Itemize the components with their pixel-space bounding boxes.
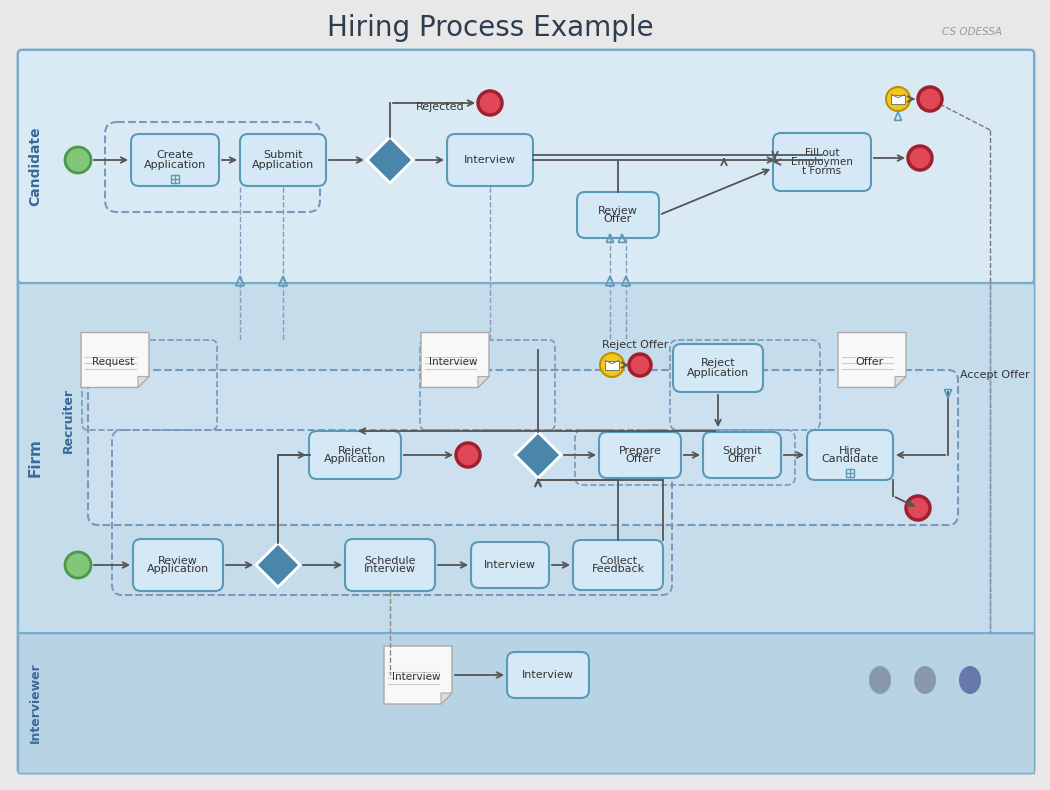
Circle shape bbox=[629, 354, 651, 376]
Polygon shape bbox=[256, 543, 300, 587]
Polygon shape bbox=[514, 432, 561, 478]
FancyBboxPatch shape bbox=[88, 370, 958, 525]
Text: Application: Application bbox=[323, 454, 386, 465]
Text: Candidate: Candidate bbox=[28, 126, 42, 206]
Text: CS ODESSA: CS ODESSA bbox=[942, 27, 1002, 37]
Bar bbox=[171, 175, 178, 183]
Polygon shape bbox=[478, 377, 489, 388]
Text: Request: Request bbox=[91, 357, 134, 367]
FancyBboxPatch shape bbox=[704, 432, 781, 478]
Bar bbox=[18, 633, 1034, 773]
Text: Reject: Reject bbox=[338, 446, 373, 456]
FancyBboxPatch shape bbox=[507, 652, 589, 698]
FancyBboxPatch shape bbox=[673, 344, 763, 392]
Polygon shape bbox=[138, 377, 149, 388]
Circle shape bbox=[65, 147, 91, 173]
Text: Rejected: Rejected bbox=[416, 102, 464, 112]
Text: Interview: Interview bbox=[428, 357, 477, 367]
Polygon shape bbox=[895, 377, 906, 388]
Text: Hire: Hire bbox=[839, 446, 861, 456]
Circle shape bbox=[456, 443, 480, 467]
FancyBboxPatch shape bbox=[309, 431, 401, 479]
Bar bbox=[846, 469, 854, 477]
FancyBboxPatch shape bbox=[598, 432, 681, 478]
Ellipse shape bbox=[959, 666, 981, 694]
FancyBboxPatch shape bbox=[133, 539, 223, 591]
Text: Interview: Interview bbox=[464, 155, 516, 165]
Circle shape bbox=[478, 91, 502, 115]
FancyBboxPatch shape bbox=[18, 50, 1034, 773]
FancyBboxPatch shape bbox=[807, 430, 892, 480]
Circle shape bbox=[906, 496, 930, 520]
Text: Review: Review bbox=[598, 205, 638, 216]
FancyBboxPatch shape bbox=[240, 134, 326, 186]
FancyBboxPatch shape bbox=[773, 133, 871, 191]
Circle shape bbox=[886, 87, 910, 111]
FancyBboxPatch shape bbox=[345, 539, 435, 591]
Text: Offer: Offer bbox=[856, 357, 884, 367]
Text: Prepare: Prepare bbox=[618, 446, 662, 456]
Ellipse shape bbox=[869, 666, 891, 694]
Polygon shape bbox=[838, 333, 906, 388]
Bar bbox=[891, 95, 905, 103]
Text: t Forms: t Forms bbox=[802, 166, 841, 176]
Bar bbox=[18, 283, 1034, 633]
Text: Feedback: Feedback bbox=[591, 565, 645, 574]
Bar bbox=[606, 360, 618, 370]
Text: Application: Application bbox=[147, 565, 209, 574]
FancyBboxPatch shape bbox=[573, 540, 663, 590]
Polygon shape bbox=[368, 137, 413, 183]
Text: Interview: Interview bbox=[484, 560, 536, 570]
Polygon shape bbox=[81, 333, 149, 388]
Polygon shape bbox=[384, 646, 452, 704]
Text: Submit: Submit bbox=[722, 446, 762, 456]
FancyBboxPatch shape bbox=[18, 50, 1034, 283]
Text: Hiring Process Example: Hiring Process Example bbox=[327, 14, 653, 42]
Circle shape bbox=[600, 353, 624, 377]
Circle shape bbox=[908, 146, 932, 170]
Text: Accept Offer: Accept Offer bbox=[960, 370, 1030, 380]
Text: Recruiter: Recruiter bbox=[62, 387, 75, 453]
Text: Interview: Interview bbox=[364, 565, 416, 574]
FancyBboxPatch shape bbox=[447, 134, 533, 186]
Text: Application: Application bbox=[687, 367, 749, 378]
Text: Interview: Interview bbox=[392, 672, 440, 682]
Text: Reject Offer: Reject Offer bbox=[602, 340, 668, 350]
Circle shape bbox=[65, 552, 91, 578]
Text: Employmen: Employmen bbox=[791, 157, 853, 167]
Text: Application: Application bbox=[144, 160, 206, 170]
Circle shape bbox=[918, 87, 942, 111]
Text: Collect: Collect bbox=[598, 555, 637, 566]
Polygon shape bbox=[441, 693, 452, 704]
Text: Interviewer: Interviewer bbox=[28, 663, 42, 743]
Text: Application: Application bbox=[252, 160, 314, 170]
Text: Offer: Offer bbox=[604, 215, 632, 224]
Text: Schedule: Schedule bbox=[364, 555, 416, 566]
Text: Interview: Interview bbox=[522, 670, 574, 680]
Text: Firm: Firm bbox=[27, 438, 42, 477]
FancyBboxPatch shape bbox=[471, 542, 549, 588]
FancyBboxPatch shape bbox=[578, 192, 659, 238]
Text: Review: Review bbox=[159, 555, 198, 566]
Text: Candidate: Candidate bbox=[821, 454, 879, 465]
Text: Offer: Offer bbox=[626, 454, 654, 465]
FancyBboxPatch shape bbox=[131, 134, 219, 186]
Text: Fill out: Fill out bbox=[804, 148, 839, 158]
Text: Create: Create bbox=[156, 151, 193, 160]
Text: Offer: Offer bbox=[728, 454, 756, 465]
Text: Reject: Reject bbox=[700, 359, 735, 368]
Ellipse shape bbox=[914, 666, 936, 694]
Polygon shape bbox=[421, 333, 489, 388]
Text: Submit: Submit bbox=[264, 151, 302, 160]
